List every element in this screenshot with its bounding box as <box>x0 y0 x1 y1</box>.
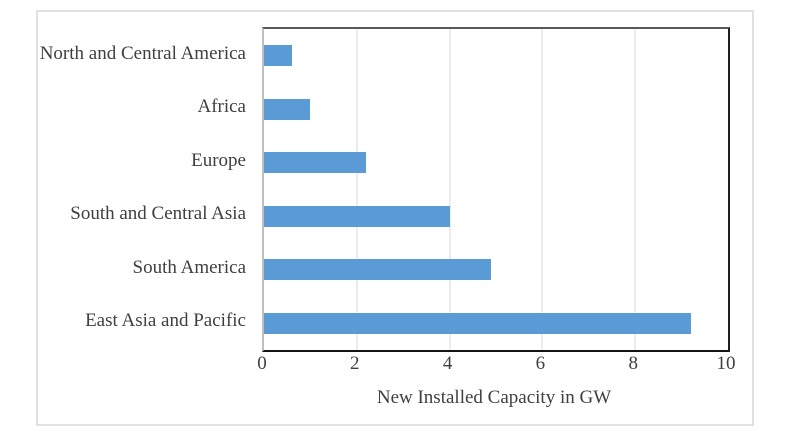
x-tick-label: 8 <box>628 353 638 374</box>
category-label: South America <box>132 256 246 278</box>
x-tick-label: 6 <box>535 353 546 374</box>
gridline <box>634 29 636 350</box>
category-label: East Asia and Pacific <box>85 310 246 332</box>
plot-area <box>262 27 730 352</box>
bar-row <box>264 29 728 83</box>
bar-row <box>264 243 728 297</box>
x-tick-label: 2 <box>350 353 360 374</box>
category-label: Europe <box>191 149 246 171</box>
category-label: Africa <box>197 96 246 118</box>
x-tick-label: 10 <box>716 353 736 374</box>
bar <box>264 259 492 281</box>
x-axis-title: New Installed Capacity in GW <box>376 387 612 408</box>
x-axis-ticks: 0 2 4 6 8 10 <box>257 353 735 377</box>
bar-row <box>264 83 728 137</box>
bar <box>264 205 450 227</box>
category-label: South and Central Asia <box>70 203 246 225</box>
bar-row <box>264 136 728 190</box>
bar <box>264 45 292 67</box>
bar <box>264 312 691 334</box>
bar-row <box>264 190 728 244</box>
category-label: North and Central America <box>39 42 246 64</box>
x-tick-label: 0 <box>257 353 267 374</box>
gridline <box>356 29 358 350</box>
x-tick-label: 4 <box>442 353 453 374</box>
gridline <box>541 29 543 350</box>
gridline <box>449 29 451 350</box>
bar <box>264 98 311 120</box>
category-axis: North and Central America Africa Europe … <box>36 27 246 348</box>
bar <box>264 152 367 174</box>
bar-row <box>264 297 728 351</box>
